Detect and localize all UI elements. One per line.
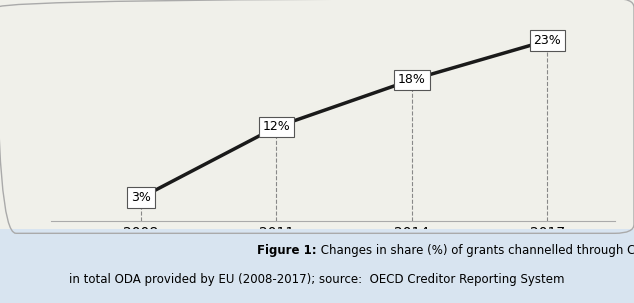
Text: 12%: 12% xyxy=(262,120,290,133)
Text: 3%: 3% xyxy=(131,191,151,204)
Text: in total ODA provided by EU (2008-2017); source:  OECD Creditor Reporting System: in total ODA provided by EU (2008-2017);… xyxy=(69,273,565,286)
Text: 18%: 18% xyxy=(398,73,426,86)
Text: 23%: 23% xyxy=(533,34,561,47)
Text: Changes in share (%) of grants channelled through CSOs: Changes in share (%) of grants channelle… xyxy=(317,244,634,257)
Text: Figure 1:: Figure 1: xyxy=(257,244,317,257)
